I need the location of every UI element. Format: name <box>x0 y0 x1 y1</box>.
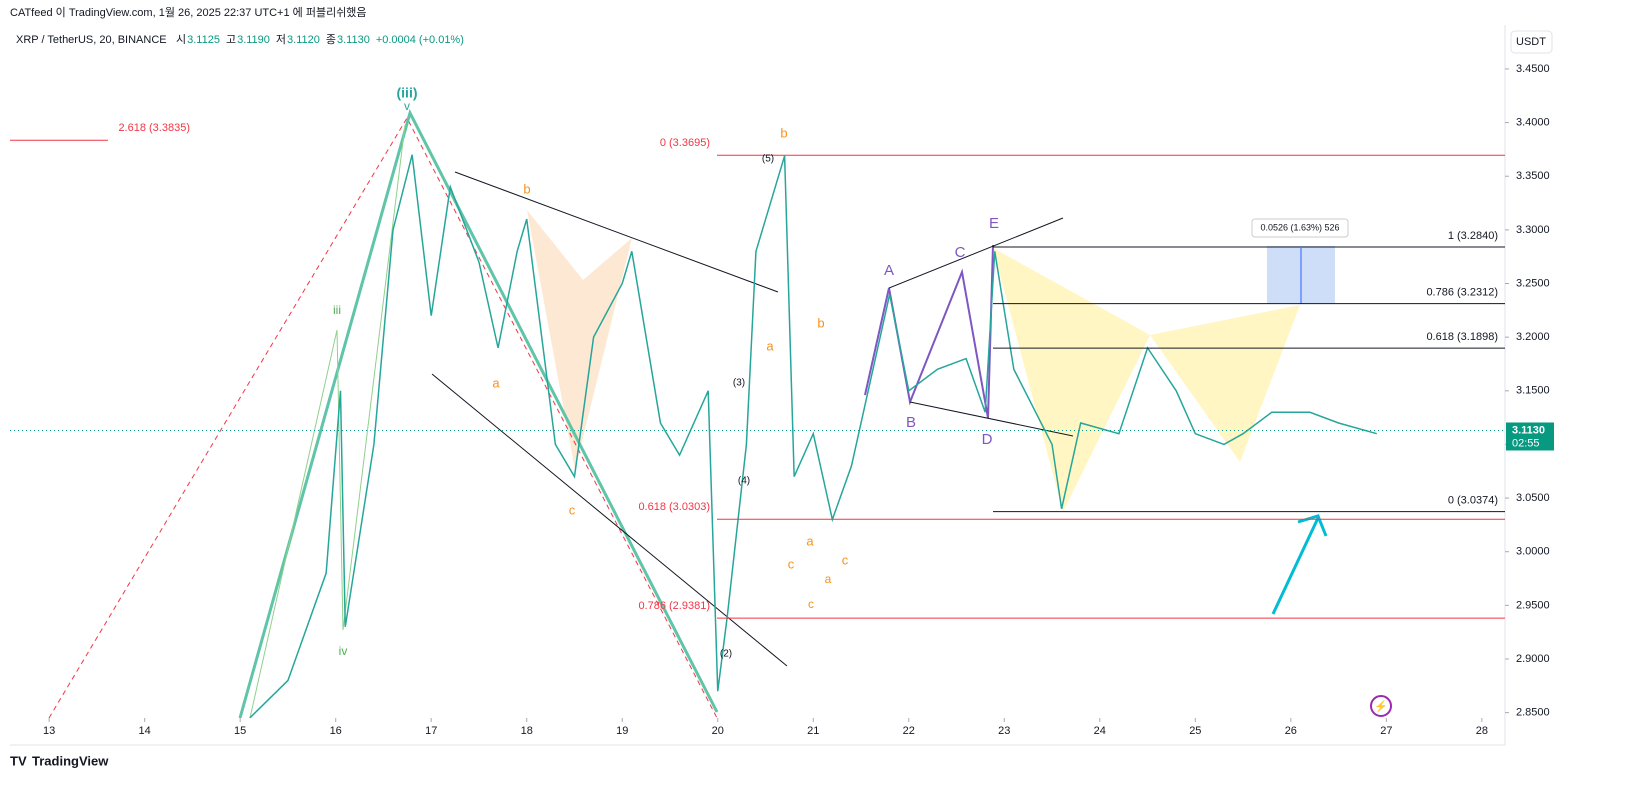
icon-glyph[interactable]: ⚡ <box>1374 700 1388 713</box>
wave-label: c <box>842 552 849 567</box>
wave-label: a <box>806 533 814 548</box>
x-tick-label: 21 <box>807 725 819 737</box>
pattern <box>993 248 1150 512</box>
x-tick-label: 25 <box>1189 725 1201 737</box>
fib-label: 2.618 (3.3835) <box>118 122 190 134</box>
x-tick-label: 17 <box>425 725 437 737</box>
wave-label: (4) <box>738 476 750 487</box>
wave-label: B <box>906 414 916 431</box>
wave-line <box>238 108 719 718</box>
wave-label: b <box>780 125 787 140</box>
x-tick-label: 19 <box>616 725 628 737</box>
x-tick-label: 23 <box>998 725 1010 737</box>
x-tick-label: 28 <box>1476 725 1488 737</box>
ohlc-value: 3.1125 <box>187 34 220 46</box>
wave-label: iii <box>333 303 341 317</box>
wave-label: b <box>817 315 824 330</box>
y-tick-label: 3.0000 <box>1516 546 1550 558</box>
wave-label: (2) <box>720 649 732 660</box>
currency[interactable]: USDT <box>1516 36 1546 48</box>
pattern <box>1150 305 1300 462</box>
fib-label: 0.618 (3.1898) <box>1426 331 1498 343</box>
y-tick-label: 3.0500 <box>1516 492 1550 504</box>
last-price-label: 3.1130 <box>1512 424 1545 436</box>
change: +0.0004 (+0.01%) <box>376 34 464 46</box>
wave-label: iv <box>339 644 348 658</box>
ohlc-value: 3.1130 <box>337 34 370 46</box>
ohlc-key: 저 <box>276 33 286 46</box>
y-tick-label: 2.9000 <box>1516 653 1550 665</box>
y-tick-label: 2.8500 <box>1516 707 1550 719</box>
ohlc-key: 고 <box>226 34 236 46</box>
x-tick-label: 18 <box>521 725 533 737</box>
wave-label: (3) <box>733 378 745 389</box>
x-tick-label: 22 <box>903 725 915 737</box>
y-tick-label: 3.2500 <box>1516 277 1550 289</box>
x-tick-label: 15 <box>234 725 246 737</box>
fib-label: 0 (3.3695) <box>660 137 710 149</box>
wave-label: c <box>788 556 795 571</box>
ohlc-key: 시 <box>176 34 186 46</box>
icon[interactable] <box>1370 695 1392 717</box>
wave-label: a <box>825 572 832 586</box>
wave-label: c <box>569 502 576 517</box>
fib-label: 0.618 (3.0303) <box>638 501 710 513</box>
measure-label: 0.0526 (1.63%) 526 <box>1260 222 1339 232</box>
last-price-tag <box>1506 422 1554 451</box>
countdown: 02:55 <box>1512 437 1540 449</box>
price-line <box>249 154 1377 718</box>
symbol: XRP / TetherUS, 20, BINANCE <box>16 34 167 46</box>
logo-icon: TV <box>10 753 27 768</box>
wave-label: c <box>808 597 814 611</box>
x-tick-label: 20 <box>712 725 724 737</box>
ohlc-value: 3.1190 <box>237 34 270 46</box>
x-tick-label: 16 <box>330 725 342 737</box>
trend-line <box>909 401 1074 437</box>
y-tick-label: 3.3500 <box>1516 170 1550 182</box>
y-tick-label: 3.3000 <box>1516 224 1550 236</box>
wave-line <box>249 124 406 718</box>
y-tick-label: 3.4500 <box>1516 63 1550 75</box>
x-tick-label: 13 <box>43 725 55 737</box>
wave-label: D <box>982 431 993 448</box>
y-tick-label: 3.2000 <box>1516 331 1550 343</box>
drawings <box>10 108 1505 718</box>
fib-label: 0 (3.0374) <box>1448 494 1498 506</box>
trend-line <box>888 217 1064 289</box>
ohlc-value: 3.1120 <box>287 34 320 46</box>
wave-label: E <box>989 215 999 232</box>
wave-label: (iii) <box>397 85 418 101</box>
arrow <box>1271 517 1320 615</box>
fib-label: 0.786 (3.2312) <box>1426 287 1498 299</box>
wave-label: b <box>523 181 530 196</box>
x-tick-label: 27 <box>1380 725 1392 737</box>
y-tick-label: 2.9500 <box>1516 599 1550 611</box>
y-tick-label: 3.4000 <box>1516 116 1550 128</box>
x-tick-label: 24 <box>1094 725 1106 737</box>
logo: TradingView <box>32 753 109 768</box>
wave-label: C <box>955 244 966 261</box>
wave-label: v <box>404 99 410 113</box>
arrow <box>1297 514 1328 537</box>
wave-label: a <box>766 338 774 353</box>
currency-button[interactable] <box>1510 30 1553 54</box>
y-tick-label: 3.1500 <box>1516 385 1550 397</box>
ohlc-key: 종 <box>326 34 336 46</box>
x-tick-label: 26 <box>1285 725 1297 737</box>
fib-label: 1 (3.2840) <box>1448 230 1498 242</box>
publisher: CATfeed 이 TradingView.com, 1월 26, 2025 2… <box>10 6 367 19</box>
wave-label: A <box>884 262 894 279</box>
fib-label: 0.786 (2.9381) <box>638 600 710 612</box>
x-tick-label: 14 <box>139 725 151 737</box>
wave-label: (5) <box>762 154 774 165</box>
pattern <box>527 210 632 470</box>
measure-label-box <box>1251 218 1349 238</box>
wave-label: a <box>492 375 500 390</box>
trend-line <box>454 171 779 293</box>
abcde <box>864 244 994 419</box>
